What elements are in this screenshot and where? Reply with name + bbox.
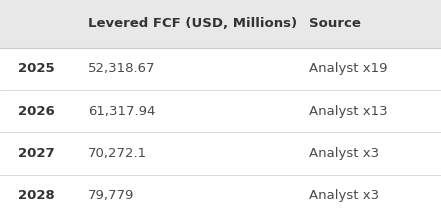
Text: 2028: 2028 [18, 189, 54, 202]
Text: 52,318.67: 52,318.67 [88, 62, 156, 75]
Text: Levered FCF (USD, Millions): Levered FCF (USD, Millions) [88, 17, 297, 30]
Text: 79,779: 79,779 [88, 189, 135, 202]
Text: Source: Source [309, 17, 361, 30]
Text: 2027: 2027 [18, 147, 54, 160]
Text: Analyst x3: Analyst x3 [309, 147, 379, 160]
Text: Analyst x19: Analyst x19 [309, 62, 387, 75]
Text: 70,272.1: 70,272.1 [88, 147, 147, 160]
FancyBboxPatch shape [0, 0, 441, 48]
FancyBboxPatch shape [0, 132, 441, 175]
FancyBboxPatch shape [0, 90, 441, 132]
Text: 2025: 2025 [18, 62, 54, 75]
FancyBboxPatch shape [0, 175, 441, 217]
Text: 2026: 2026 [18, 105, 54, 118]
Text: 61,317.94: 61,317.94 [88, 105, 156, 118]
Text: Analyst x13: Analyst x13 [309, 105, 387, 118]
FancyBboxPatch shape [0, 48, 441, 90]
Text: Analyst x3: Analyst x3 [309, 189, 379, 202]
